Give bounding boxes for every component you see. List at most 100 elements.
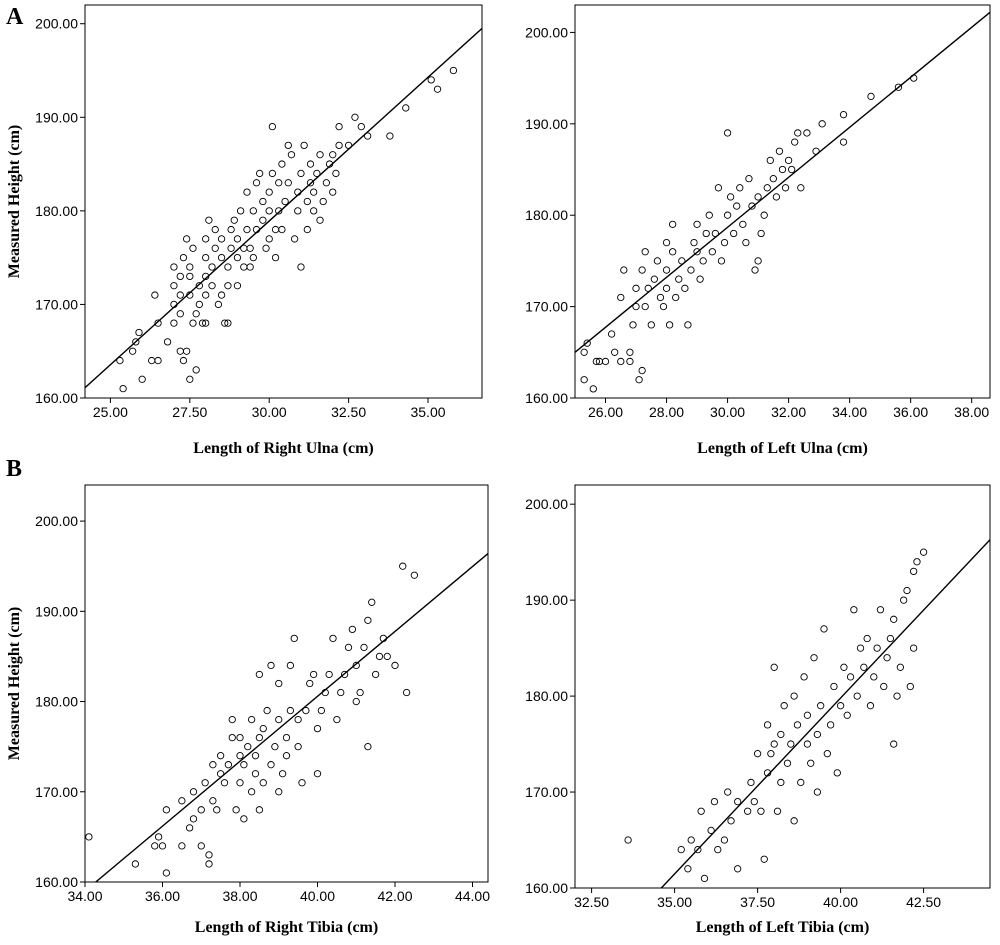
data-point bbox=[803, 129, 811, 137]
data-point bbox=[909, 567, 918, 576]
data-point bbox=[886, 634, 895, 643]
y-tick-label: 190.00 bbox=[35, 109, 78, 125]
data-point bbox=[659, 302, 668, 311]
data-point bbox=[209, 797, 217, 805]
data-point bbox=[720, 836, 729, 844]
data-point bbox=[839, 111, 848, 119]
data-point bbox=[294, 743, 302, 751]
data-point bbox=[224, 761, 233, 769]
data-point bbox=[629, 321, 637, 329]
x-tick-label: 38.00 bbox=[954, 404, 989, 420]
data-point bbox=[233, 235, 242, 243]
x-tick-label: 32.00 bbox=[771, 404, 806, 420]
data-point bbox=[267, 661, 275, 670]
data-point bbox=[275, 788, 283, 796]
data-point bbox=[592, 357, 601, 366]
data-point bbox=[807, 759, 815, 767]
data-point bbox=[734, 797, 742, 806]
data-point bbox=[687, 266, 695, 274]
y-axis-title: Measured Height (cm) bbox=[6, 125, 23, 278]
data-point bbox=[243, 225, 251, 234]
data-point bbox=[278, 770, 287, 778]
data-point bbox=[810, 654, 818, 662]
regression-line bbox=[575, 11, 990, 353]
data-point bbox=[919, 548, 928, 556]
data-point bbox=[221, 319, 229, 327]
data-point bbox=[246, 244, 254, 252]
data-point bbox=[913, 558, 921, 566]
data-point bbox=[319, 197, 327, 206]
x-axis-title: Length of Right Ulna (cm) bbox=[193, 440, 373, 457]
data-point bbox=[209, 761, 217, 769]
x-tick-label: 34.00 bbox=[67, 888, 102, 904]
data-point bbox=[208, 263, 216, 271]
data-point bbox=[684, 865, 692, 873]
data-point bbox=[178, 797, 186, 805]
data-point bbox=[306, 179, 315, 187]
data-point bbox=[185, 824, 194, 832]
data-point bbox=[760, 855, 768, 863]
data-point bbox=[818, 120, 826, 128]
data-point bbox=[820, 625, 828, 633]
data-point bbox=[240, 761, 248, 769]
data-point bbox=[236, 779, 244, 787]
data-point bbox=[773, 807, 782, 815]
data-point bbox=[876, 606, 885, 614]
data-point bbox=[217, 291, 226, 299]
data-point bbox=[249, 253, 257, 262]
data-point bbox=[256, 169, 264, 178]
data-point bbox=[873, 644, 881, 652]
data-point bbox=[189, 815, 198, 823]
data-point bbox=[252, 179, 261, 187]
y-tick-label: 200.00 bbox=[35, 16, 78, 32]
data-point bbox=[830, 682, 838, 691]
data-point bbox=[329, 634, 337, 643]
data-point bbox=[803, 740, 812, 748]
data-point bbox=[826, 721, 835, 729]
data-point bbox=[727, 817, 735, 825]
data-point bbox=[364, 616, 372, 624]
data-point bbox=[364, 743, 372, 751]
data-point bbox=[684, 321, 692, 329]
data-point bbox=[668, 220, 677, 228]
plot-frame bbox=[84, 4, 483, 399]
data-point bbox=[351, 113, 359, 121]
data-point bbox=[665, 321, 674, 329]
data-point bbox=[800, 673, 808, 681]
data-point bbox=[348, 625, 357, 634]
data-point bbox=[201, 779, 209, 787]
data-point bbox=[290, 235, 299, 243]
data-point bbox=[760, 211, 768, 219]
data-point bbox=[281, 197, 289, 206]
data-point bbox=[903, 586, 911, 595]
data-point bbox=[410, 571, 419, 579]
data-point bbox=[202, 291, 210, 299]
data-point bbox=[352, 697, 360, 706]
data-point bbox=[286, 706, 295, 715]
data-point bbox=[371, 670, 380, 679]
data-point bbox=[265, 188, 273, 196]
x-tick-label: 37.50 bbox=[740, 894, 775, 910]
data-point bbox=[739, 220, 747, 228]
data-point bbox=[325, 670, 333, 679]
x-axis-title: Length of Left Tibia (cm) bbox=[696, 919, 870, 936]
data-point bbox=[840, 663, 848, 671]
data-point bbox=[337, 688, 345, 697]
data-point bbox=[681, 284, 689, 292]
data-point bbox=[179, 356, 188, 365]
data-point bbox=[909, 644, 918, 652]
data-point bbox=[402, 688, 411, 697]
data-point bbox=[202, 235, 210, 243]
data-point bbox=[580, 376, 588, 384]
data-point bbox=[271, 225, 280, 234]
data-point bbox=[128, 347, 137, 355]
data-point bbox=[748, 202, 756, 210]
data-point bbox=[335, 122, 343, 131]
data-point bbox=[754, 257, 762, 265]
data-point bbox=[163, 338, 172, 346]
data-point bbox=[247, 715, 256, 724]
data-point bbox=[797, 778, 805, 787]
data-point bbox=[170, 319, 178, 327]
data-point bbox=[662, 238, 671, 247]
data-point bbox=[263, 706, 271, 715]
